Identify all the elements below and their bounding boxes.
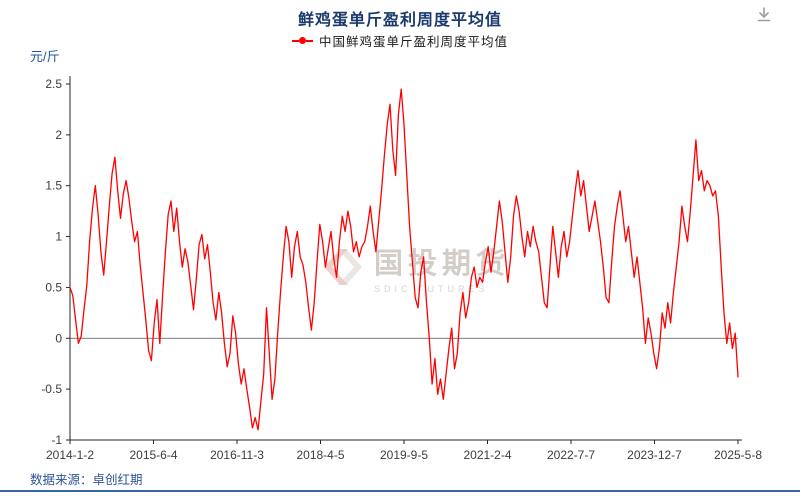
download-arrow-icon xyxy=(757,7,771,22)
watermark-text-block: 国投期货 SDIC FUTURES xyxy=(374,240,510,294)
watermark-subtext: SDIC FUTURES xyxy=(374,284,489,294)
x-tick-label: 2025-5-8 xyxy=(714,448,762,462)
legend-marker-icon xyxy=(291,37,313,44)
x-tick-label: 2016-11-3 xyxy=(210,448,264,462)
y-tick-label: 1 xyxy=(55,230,62,244)
x-tick-label: 2014-1-2 xyxy=(46,448,94,462)
x-tick-label: 2015-6-4 xyxy=(129,448,177,462)
x-tick-label: 2021-2-4 xyxy=(463,448,511,462)
footer-divider xyxy=(0,490,800,492)
x-tick-label: 2018-4-5 xyxy=(296,448,344,462)
y-tick-label: 2 xyxy=(55,128,62,142)
legend-label: 中国鲜鸡蛋单斤盈利周度平均值 xyxy=(318,35,508,49)
watermark: 国投期货 SDIC FUTURES xyxy=(322,240,510,294)
x-tick-label: 2019-9-5 xyxy=(380,448,428,462)
y-tick-label: 2.5 xyxy=(45,77,62,91)
x-tick-label: 2022-7-7 xyxy=(547,448,595,462)
chart-title: 鲜鸡蛋单斤盈利周度平均值 xyxy=(297,12,502,29)
y-tick-label: -1 xyxy=(51,433,62,447)
y-tick-label: 0 xyxy=(55,331,62,345)
watermark-logo-icon xyxy=(324,249,362,285)
watermark-text: 国投期货 xyxy=(374,248,511,280)
x-tick-label: 2023-12-7 xyxy=(627,448,682,462)
download-icon[interactable] xyxy=(754,5,774,25)
y-tick-label: -0.5 xyxy=(41,382,62,396)
legend: 中国鲜鸡蛋单斤盈利周度平均值 xyxy=(0,31,800,50)
data-source-label: 数据来源：卓创红期 xyxy=(30,473,143,487)
y-axis-unit-label: 元/斤 xyxy=(30,49,60,64)
y-tick-label: 1.5 xyxy=(45,179,62,193)
y-tick-label: 0.5 xyxy=(45,280,62,294)
